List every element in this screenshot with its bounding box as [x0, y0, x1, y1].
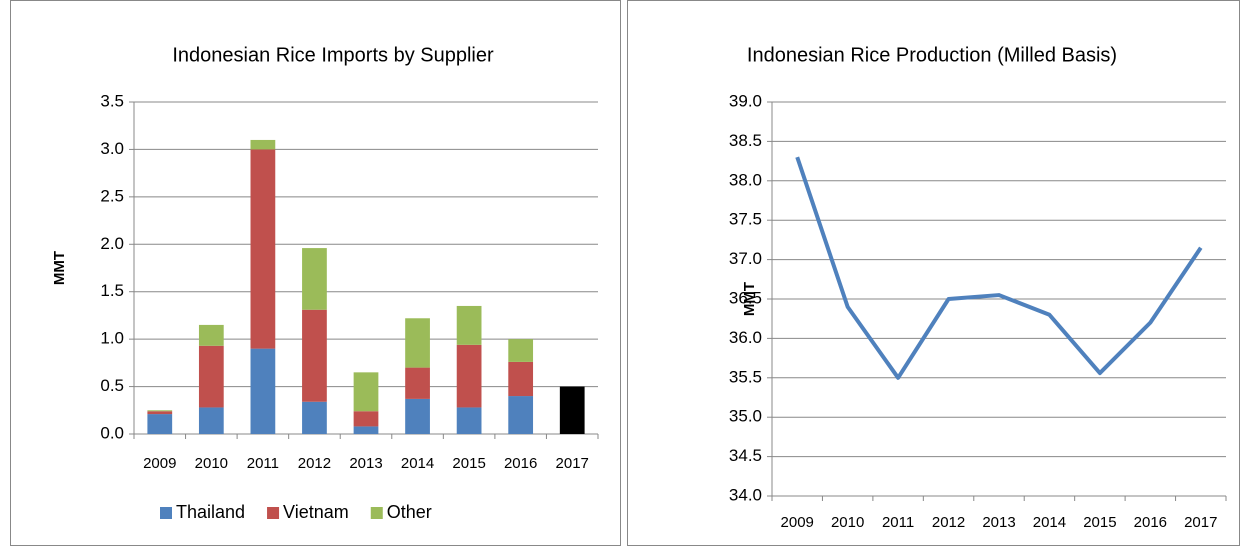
y-tick-label: 35.5 — [729, 367, 762, 386]
legend-label: Other — [387, 502, 432, 522]
panel-border — [627, 0, 1240, 546]
legend-swatch — [370, 507, 383, 519]
x-tick-label: 2013 — [982, 514, 1015, 531]
chart-title: Indonesian Rice Imports by Supplier — [172, 44, 494, 66]
y-tick-label: 1.0 — [100, 329, 124, 348]
y-tick-label: 0.0 — [100, 423, 124, 442]
bar-segment — [456, 305, 482, 345]
bar-segment — [456, 407, 482, 434]
x-tick-label: 2014 — [401, 455, 434, 472]
y-axis-label: MMT — [51, 251, 68, 285]
x-tick-label: 2015 — [1083, 514, 1116, 531]
y-tick-label: 0.5 — [100, 376, 124, 395]
bar-segment — [302, 248, 327, 310]
y-tick-label: 36.5 — [729, 288, 762, 307]
x-tick-label: 2010 — [195, 455, 228, 472]
y-tick-label: 3.0 — [100, 139, 124, 158]
bar-segment — [508, 339, 534, 362]
x-tick-label: 2016 — [1134, 514, 1167, 531]
bar-segment — [147, 411, 173, 415]
x-tick-label: 2012 — [298, 455, 331, 472]
y-tick-label: 38.0 — [729, 170, 762, 189]
bar-segment — [250, 348, 276, 434]
legend-swatch — [160, 507, 172, 519]
x-tick-label: 2011 — [882, 514, 914, 531]
bar-segment — [198, 407, 224, 434]
bar-segment — [508, 396, 534, 434]
bar-segment — [250, 149, 276, 349]
bar-segment — [198, 345, 224, 408]
x-tick-label: 2016 — [504, 455, 537, 472]
x-tick-label: 2015 — [452, 455, 485, 472]
x-tick-label: 2017 — [556, 455, 589, 472]
y-tick-label: 34.5 — [729, 446, 762, 465]
x-tick-label: 2011 — [247, 455, 279, 472]
y-tick-label: 38.5 — [729, 131, 762, 150]
legend-label: Vietnam — [283, 502, 349, 522]
bar-segment — [405, 367, 430, 399]
bar-segment — [302, 309, 327, 402]
legend-swatch — [267, 507, 280, 519]
y-tick-label: 34.0 — [729, 485, 762, 504]
y-tick-label: 1.5 — [100, 281, 124, 300]
bar-segment — [405, 318, 430, 368]
bar-segment — [508, 361, 534, 397]
bar-segment — [147, 410, 173, 412]
bar-segment — [353, 372, 379, 412]
bar-segment — [250, 139, 276, 150]
y-tick-label: 37.5 — [729, 210, 762, 229]
y-tick-label: 37.0 — [729, 249, 762, 268]
bar-segment — [302, 401, 327, 434]
x-tick-label: 2017 — [1184, 514, 1217, 531]
x-tick-label: 2009 — [781, 514, 814, 531]
bar-segment — [147, 414, 173, 434]
y-tick-label: 35.0 — [729, 407, 762, 426]
y-tick-label: 3.5 — [100, 91, 124, 110]
chart-title: Indonesian Rice Production (Milled Basis… — [747, 44, 1117, 66]
y-tick-label: 2.5 — [100, 186, 124, 205]
bar-segment — [405, 398, 430, 434]
y-tick-label: 2.0 — [100, 234, 124, 253]
x-tick-label: 2012 — [932, 514, 965, 531]
x-tick-label: 2010 — [831, 514, 864, 531]
bar-segment — [353, 411, 379, 427]
legend-label: Thailand — [176, 502, 245, 522]
y-tick-label: 39.0 — [729, 91, 762, 110]
bar-segment — [456, 344, 482, 408]
bar-segment — [198, 324, 224, 346]
x-tick-label: 2014 — [1033, 514, 1066, 531]
x-tick-label: 2013 — [349, 455, 382, 472]
line-series — [795, 156, 1203, 380]
bar-segment — [353, 426, 379, 434]
bar-segment — [559, 386, 585, 434]
y-tick-label: 36.0 — [729, 328, 762, 347]
x-tick-label: 2009 — [143, 455, 176, 472]
y-axis-label: MMT — [741, 282, 758, 316]
